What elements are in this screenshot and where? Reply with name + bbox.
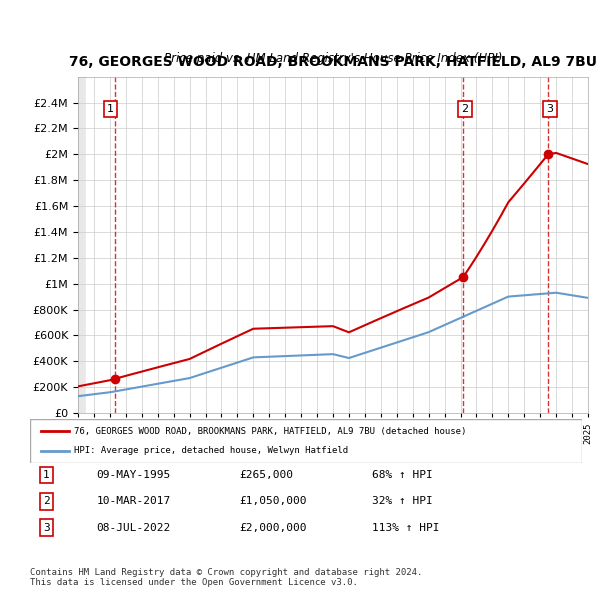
Text: Contains HM Land Registry data © Crown copyright and database right 2024.
This d: Contains HM Land Registry data © Crown c… bbox=[30, 568, 422, 587]
Text: £265,000: £265,000 bbox=[240, 470, 294, 480]
Text: 2: 2 bbox=[461, 104, 469, 114]
Text: 08-JUL-2022: 08-JUL-2022 bbox=[96, 523, 170, 533]
Text: 76, GEORGES WOOD ROAD, BROOKMANS PARK, HATFIELD, AL9 7BU (detached house): 76, GEORGES WOOD ROAD, BROOKMANS PARK, H… bbox=[74, 427, 467, 436]
Text: 32% ↑ HPI: 32% ↑ HPI bbox=[372, 496, 433, 506]
FancyBboxPatch shape bbox=[30, 419, 582, 463]
Text: 3: 3 bbox=[546, 104, 553, 114]
Text: 68% ↑ HPI: 68% ↑ HPI bbox=[372, 470, 433, 480]
Text: £2,000,000: £2,000,000 bbox=[240, 523, 307, 533]
Text: 10-MAR-2017: 10-MAR-2017 bbox=[96, 496, 170, 506]
Title: 76, GEORGES WOOD ROAD, BROOKMANS PARK, HATFIELD, AL9 7BU: 76, GEORGES WOOD ROAD, BROOKMANS PARK, H… bbox=[69, 55, 597, 68]
Text: £1,050,000: £1,050,000 bbox=[240, 496, 307, 506]
Text: HPI: Average price, detached house, Welwyn Hatfield: HPI: Average price, detached house, Welw… bbox=[74, 446, 348, 455]
Text: 113% ↑ HPI: 113% ↑ HPI bbox=[372, 523, 440, 533]
Text: 1: 1 bbox=[107, 104, 114, 114]
Text: Price paid vs. HM Land Registry's House Price Index (HPI): Price paid vs. HM Land Registry's House … bbox=[164, 52, 502, 65]
Text: 2: 2 bbox=[43, 496, 50, 506]
Text: 1: 1 bbox=[43, 470, 50, 480]
Text: 09-MAY-1995: 09-MAY-1995 bbox=[96, 470, 170, 480]
Text: 3: 3 bbox=[43, 523, 50, 533]
